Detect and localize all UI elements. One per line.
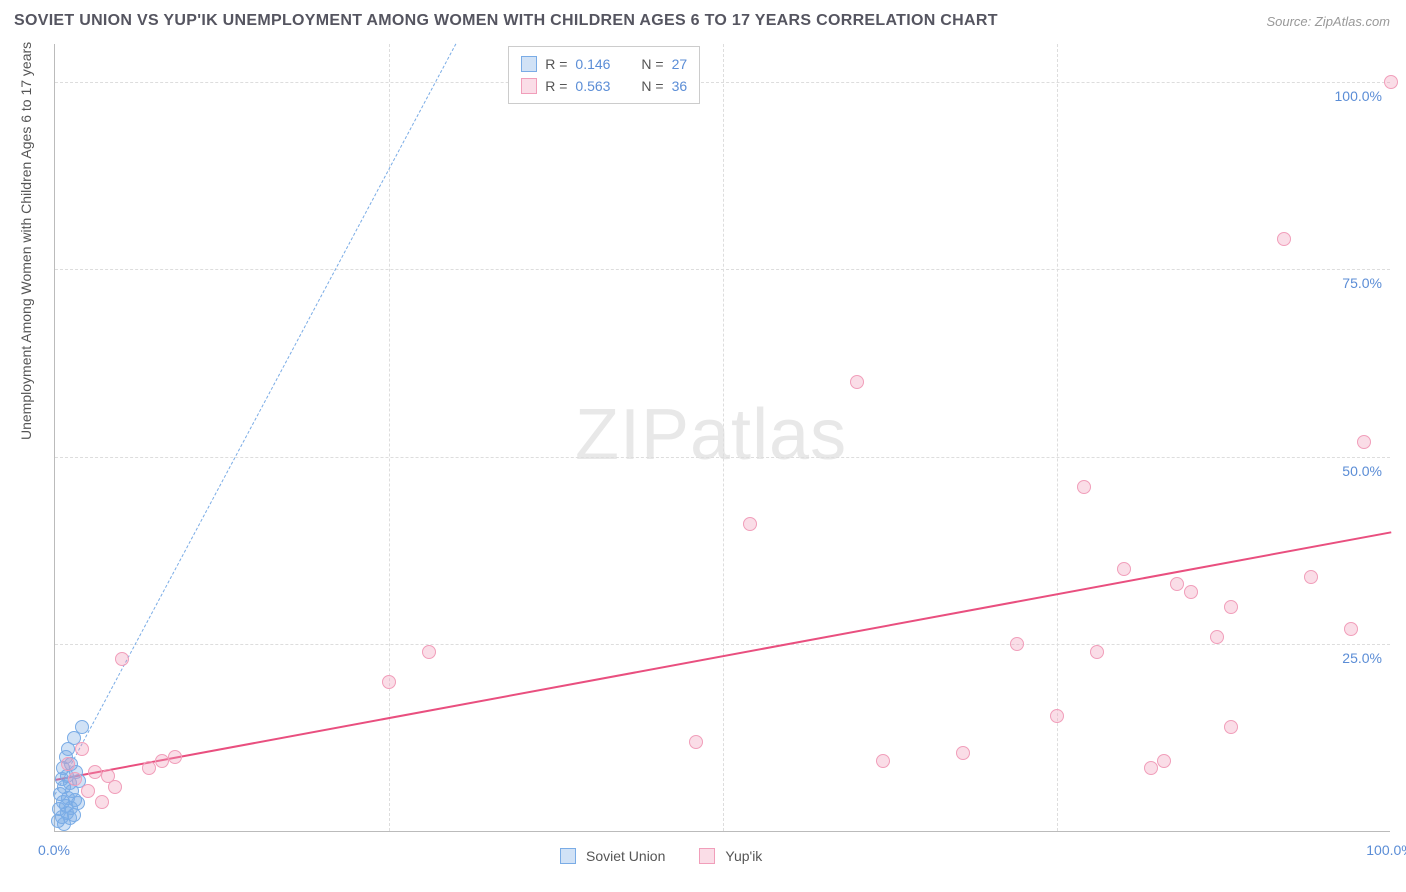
legend-n-value: 36 bbox=[672, 78, 688, 94]
scatter-point-soviet-union bbox=[71, 796, 85, 810]
scatter-point-yupik bbox=[1170, 577, 1184, 591]
scatter-point-yupik bbox=[1224, 600, 1238, 614]
y-tick-label: 75.0% bbox=[1342, 275, 1382, 291]
x-tick-label: 100.0% bbox=[1366, 842, 1406, 858]
scatter-point-yupik bbox=[108, 780, 122, 794]
y-tick-label: 100.0% bbox=[1335, 88, 1382, 104]
watermark: ZIPatlas bbox=[575, 394, 847, 476]
source-attribution: Source: ZipAtlas.com bbox=[1266, 14, 1390, 29]
legend-r-value: 0.146 bbox=[575, 56, 623, 72]
scatter-point-soviet-union bbox=[75, 720, 89, 734]
legend-n-label: N = bbox=[641, 56, 663, 72]
plot-area: ZIPatlas 25.0% 50.0% 75.0% 100.0% bbox=[54, 44, 1390, 832]
grid-line-vertical bbox=[389, 44, 390, 831]
scatter-point-yupik bbox=[1090, 645, 1104, 659]
x-tick-label: 0.0% bbox=[38, 842, 70, 858]
scatter-point-yupik bbox=[1344, 622, 1358, 636]
scatter-point-yupik bbox=[1010, 637, 1024, 651]
scatter-point-yupik bbox=[1157, 754, 1171, 768]
legend-row: R = 0.563 N = 36 bbox=[521, 75, 687, 97]
scatter-point-yupik bbox=[1184, 585, 1198, 599]
legend-n-value: 27 bbox=[672, 56, 688, 72]
scatter-point-yupik bbox=[115, 652, 129, 666]
scatter-point-yupik bbox=[1077, 480, 1091, 494]
scatter-point-yupik bbox=[68, 772, 82, 786]
scatter-point-yupik bbox=[81, 784, 95, 798]
legend-swatch-blue bbox=[521, 56, 537, 72]
scatter-point-yupik bbox=[1224, 720, 1238, 734]
y-axis-label: Unemployment Among Women with Children A… bbox=[18, 42, 34, 440]
scatter-point-soviet-union bbox=[67, 808, 81, 822]
legend-swatch-blue bbox=[560, 848, 576, 864]
legend-n-label: N = bbox=[641, 78, 663, 94]
correlation-chart: SOVIET UNION VS YUP'IK UNEMPLOYMENT AMON… bbox=[0, 0, 1406, 892]
scatter-point-yupik bbox=[88, 765, 102, 779]
scatter-point-yupik bbox=[689, 735, 703, 749]
scatter-point-yupik bbox=[422, 645, 436, 659]
scatter-point-yupik bbox=[850, 375, 864, 389]
scatter-point-yupik bbox=[1144, 761, 1158, 775]
legend-row: R = 0.146 N = 27 bbox=[521, 53, 687, 75]
scatter-point-yupik bbox=[1384, 75, 1398, 89]
legend-swatch-pink bbox=[521, 78, 537, 94]
scatter-point-yupik bbox=[743, 517, 757, 531]
legend-r-label: R = bbox=[545, 78, 567, 94]
scatter-point-yupik bbox=[1210, 630, 1224, 644]
scatter-point-yupik bbox=[1117, 562, 1131, 576]
grid-line-vertical bbox=[723, 44, 724, 831]
trend-line-soviet-union bbox=[55, 44, 457, 795]
watermark-thin: atlas bbox=[690, 395, 847, 475]
series-legend: Soviet Union Yup'ik bbox=[560, 848, 786, 864]
chart-title: SOVIET UNION VS YUP'IK UNEMPLOYMENT AMON… bbox=[14, 12, 998, 30]
scatter-point-yupik bbox=[142, 761, 156, 775]
correlation-legend: R = 0.146 N = 27 R = 0.563 N = 36 bbox=[508, 46, 700, 104]
scatter-point-yupik bbox=[168, 750, 182, 764]
scatter-point-yupik bbox=[1050, 709, 1064, 723]
legend-r-value: 0.563 bbox=[575, 78, 623, 94]
legend-r-label: R = bbox=[545, 56, 567, 72]
scatter-point-yupik bbox=[1277, 232, 1291, 246]
legend-series-label: Soviet Union bbox=[586, 848, 665, 864]
scatter-point-yupik bbox=[382, 675, 396, 689]
legend-series-label: Yup'ik bbox=[725, 848, 762, 864]
scatter-point-yupik bbox=[1304, 570, 1318, 584]
scatter-point-yupik bbox=[1357, 435, 1371, 449]
scatter-point-yupik bbox=[61, 757, 75, 771]
scatter-point-yupik bbox=[75, 742, 89, 756]
scatter-point-yupik bbox=[876, 754, 890, 768]
y-tick-label: 25.0% bbox=[1342, 650, 1382, 666]
y-tick-label: 50.0% bbox=[1342, 463, 1382, 479]
scatter-point-yupik bbox=[155, 754, 169, 768]
scatter-point-yupik bbox=[956, 746, 970, 760]
watermark-bold: ZIP bbox=[575, 395, 690, 475]
scatter-point-yupik bbox=[95, 795, 109, 809]
legend-swatch-pink bbox=[699, 848, 715, 864]
